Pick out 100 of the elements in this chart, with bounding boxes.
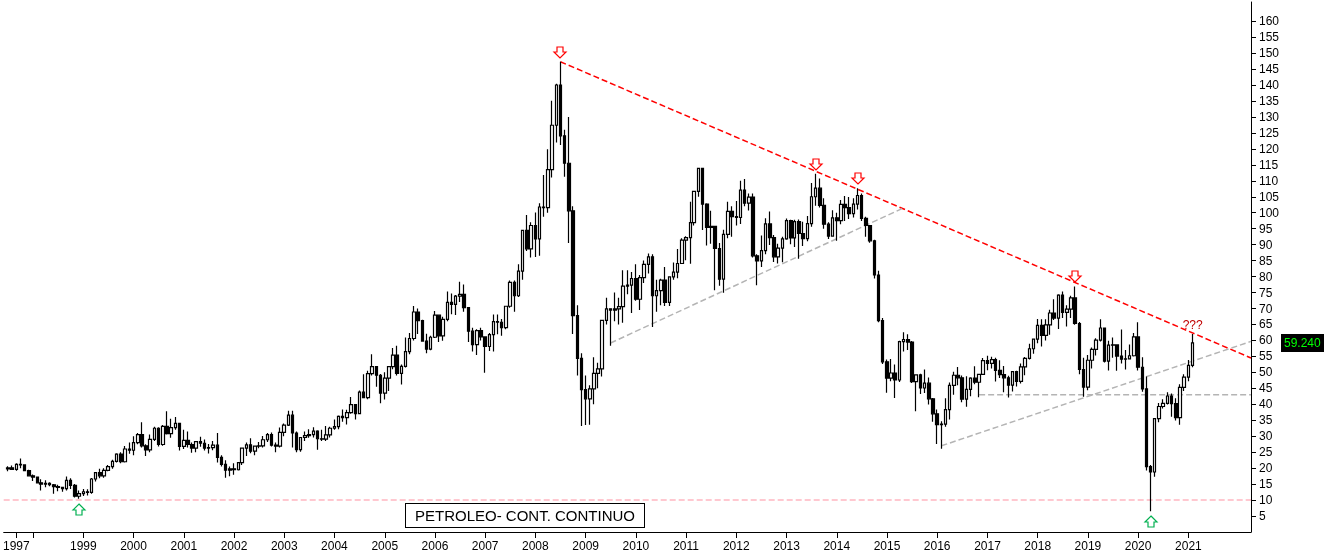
x-tick-label: 2001	[170, 539, 198, 553]
candlestick	[842, 195, 848, 222]
candlestick	[650, 253, 655, 328]
y-tick-label: 5	[1259, 509, 1266, 524]
candlestick	[231, 462, 237, 476]
candlestick	[290, 410, 295, 448]
candlestick	[131, 435, 136, 456]
candlestick	[97, 468, 103, 479]
candlestick	[14, 462, 19, 472]
x-tick-label: 2016	[923, 539, 951, 553]
annotation: ???	[1182, 318, 1203, 333]
candlestick	[30, 473, 36, 482]
x-tick-label: 2018	[1024, 539, 1052, 553]
x-tick-label: 2021	[1175, 539, 1203, 553]
candlestick	[985, 355, 990, 371]
candlestick	[64, 475, 69, 492]
candlestick	[1039, 318, 1045, 348]
y-tick-label: 70	[1259, 301, 1273, 316]
candlestick	[323, 425, 329, 442]
y-tick-label: 90	[1259, 237, 1273, 252]
candlestick	[315, 429, 320, 451]
y-tick-label: 85	[1259, 253, 1273, 268]
x-tick-label: 2014	[823, 539, 851, 553]
y-tick-label: 130	[1259, 109, 1280, 124]
candlestick	[43, 479, 48, 488]
candlestick	[729, 205, 735, 238]
y-tick-label: 120	[1259, 141, 1280, 156]
y-tick-label: 100	[1259, 205, 1280, 220]
candlestick	[260, 435, 266, 448]
candlestick	[22, 463, 27, 472]
candlestick	[202, 438, 207, 452]
candlestick	[846, 196, 852, 220]
candlestick	[830, 209, 835, 238]
candlestick	[269, 431, 274, 448]
candlestick	[101, 467, 107, 479]
x-tick-label: 2008	[522, 539, 550, 553]
candlestick	[306, 428, 312, 439]
y-tick-label: 155	[1259, 30, 1280, 45]
y-tick-label: 65	[1259, 317, 1273, 332]
y-tick-label: 105	[1259, 189, 1280, 204]
y-tick-label: 135	[1259, 93, 1280, 108]
candlestick	[620, 269, 626, 324]
x-tick-label: 2006	[421, 539, 449, 553]
y-tick-label: 60	[1259, 333, 1273, 348]
candlestick	[223, 459, 228, 479]
x-tick-label: 2009	[572, 539, 600, 553]
x-tick-label: 2015	[873, 539, 901, 553]
candlestick	[436, 314, 442, 343]
y-tick-label: 45	[1259, 381, 1273, 396]
y-tick-label: 10	[1259, 493, 1273, 508]
candlestick	[9, 464, 15, 471]
x-tick-label: 1999	[69, 539, 97, 553]
x-tick-label: 2013	[773, 539, 801, 553]
x-tick-label: 2002	[220, 539, 248, 553]
y-tick-label: 75	[1259, 285, 1273, 300]
text: 59.240	[1281, 333, 1324, 352]
candlestick	[215, 432, 220, 463]
candlestick	[1056, 293, 1061, 330]
x-tick-label: 2020	[1124, 539, 1152, 553]
y-tick-label: 20	[1259, 461, 1273, 476]
candlestick	[18, 457, 23, 469]
y-tick-label: 150	[1259, 46, 1280, 61]
candlestick	[193, 440, 199, 453]
candlestick	[796, 218, 802, 260]
y-tick-label: 35	[1259, 413, 1273, 428]
candlestick	[38, 478, 44, 492]
x-tick-label: 1997	[3, 539, 31, 553]
candlestick	[491, 313, 496, 353]
x-tick-label: 2017	[974, 539, 1002, 553]
x-tick-label: 2007	[471, 539, 499, 553]
y-tick-label: 95	[1259, 221, 1273, 236]
y-tick-label: 140	[1259, 78, 1280, 93]
x-tick-label: 2011	[673, 539, 700, 553]
candlestick	[122, 445, 128, 463]
y-tick-label: 115	[1259, 157, 1279, 172]
candlestick	[81, 488, 86, 497]
x-tick-label: 2004	[321, 539, 349, 553]
y-tick-label: 160	[1259, 14, 1280, 29]
y-tick-label: 125	[1259, 125, 1280, 140]
candlestick	[277, 427, 283, 448]
y-tick-label: 30	[1259, 429, 1273, 444]
y-tick-label: 110	[1259, 173, 1279, 188]
y-tick-label: 40	[1259, 397, 1273, 412]
candlestick	[993, 357, 998, 383]
candlestick	[248, 437, 253, 454]
candlestick	[198, 436, 203, 448]
y-tick-label: 55	[1259, 349, 1273, 364]
y-tick-label: 80	[1259, 269, 1273, 284]
candlestick	[788, 219, 794, 245]
text: PETROLEO- CONT. CONTINUO	[405, 503, 646, 528]
candlestick	[239, 447, 245, 466]
candlestick	[474, 328, 480, 356]
candlestick	[738, 180, 743, 225]
x-tick-label: 2000	[120, 539, 148, 553]
y-tick-label: 50	[1259, 365, 1273, 380]
y-tick-label: 145	[1259, 62, 1280, 77]
y-tick-label: 15	[1259, 477, 1273, 492]
candlestick	[5, 465, 11, 472]
x-tick-label: 2005	[371, 539, 399, 553]
candlestick	[156, 426, 161, 448]
